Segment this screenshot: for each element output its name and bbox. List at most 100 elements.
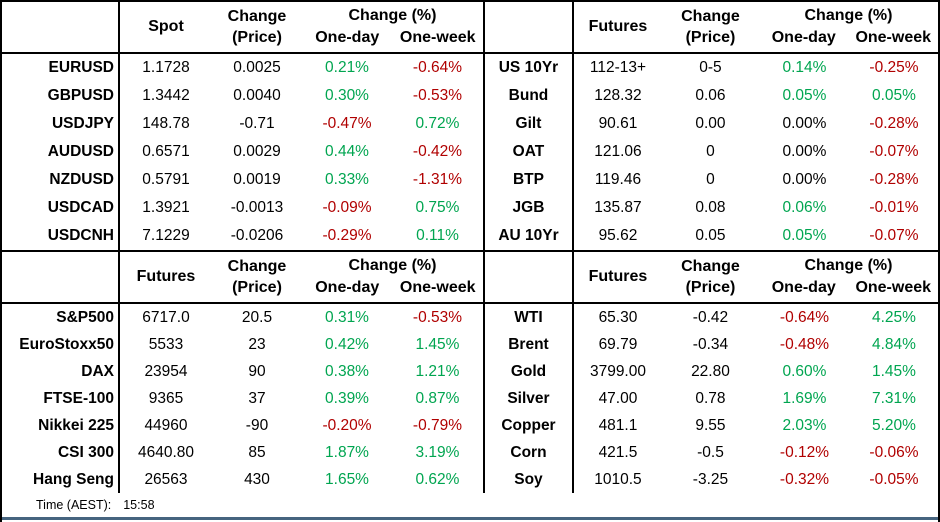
column-header-change-price: Change (Price): [212, 2, 302, 54]
pct-cell: 0.60%: [782, 362, 827, 380]
value-cell: -0.5: [697, 443, 724, 461]
pct-cell: -0.79%: [412, 416, 463, 434]
value-cell: 22.80: [691, 362, 730, 380]
commodity-futures-table: Futures Change (Price) Change (%) One-day…: [484, 250, 938, 493]
corner-cell: [484, 250, 574, 304]
row-label: EuroStoxx50: [2, 331, 120, 358]
pct-cell: 1.45%: [415, 335, 460, 353]
pct-cell: 1.45%: [872, 362, 916, 380]
row-label: AUDUSD: [2, 138, 120, 166]
value-cell: 0.0019: [233, 171, 281, 188]
value-cell: 0-5: [699, 59, 722, 76]
column-header-change-pct: Change (%) One-day One-week: [758, 2, 938, 54]
pct-cell: 0.30%: [325, 87, 369, 104]
value-cell: 421.5: [598, 443, 638, 461]
pct-cell: 0.05%: [782, 87, 827, 104]
row-label: BTP: [485, 166, 574, 194]
column-header-futures: Futures: [120, 250, 212, 304]
column-header-change-pct: Change (%) One-day One-week: [302, 250, 483, 304]
pct-cell: 1.21%: [415, 362, 460, 380]
value-cell: 26563: [144, 470, 188, 488]
value-cell: -0.71: [239, 115, 275, 132]
value-cell: 20.5: [241, 308, 273, 326]
time-label: Time (AEST):: [36, 498, 112, 512]
row-label: OAT: [485, 138, 574, 166]
value-cell: 23954: [144, 362, 188, 380]
value-cell: -3.25: [692, 470, 729, 488]
value-cell: 0.06: [695, 87, 726, 104]
row-label: WTI: [485, 304, 574, 331]
column-header-one-week: One-week: [399, 278, 476, 296]
pct-cell: 0.00%: [782, 115, 827, 132]
column-header-change-pct: Change (%) One-day One-week: [302, 2, 483, 54]
pct-cell: 0.33%: [325, 171, 369, 188]
pct-cell: 1.87%: [325, 443, 369, 461]
pct-cell: 0.05%: [872, 87, 916, 104]
value-cell: 4640.80: [137, 443, 195, 461]
pct-cell: 4.84%: [872, 335, 916, 353]
value-cell: 90.61: [598, 115, 638, 132]
row-label: USDJPY: [2, 110, 120, 138]
value-cell: 0: [706, 143, 715, 160]
pct-cell: -0.07%: [869, 143, 919, 160]
column-header-change-price: Change (Price): [661, 2, 759, 54]
pct-cell: -0.28%: [869, 115, 919, 132]
pct-cell: 1.69%: [782, 389, 827, 407]
value-cell: 95.62: [598, 227, 638, 244]
row-label: AU 10Yr: [485, 222, 574, 250]
column-header-one-day: One-day: [315, 278, 380, 296]
pct-cell: 0.75%: [415, 199, 460, 216]
value-cell: 47.00: [598, 389, 638, 407]
fx-spot-table: Spot Change (Price) Change (%) One-day One…: [2, 2, 483, 250]
pct-cell: -0.42%: [412, 143, 463, 160]
column-header-change-pct: Change (%) One-day One-week: [758, 250, 938, 304]
value-cell: 0.6571: [142, 143, 190, 160]
value-cell: 0.5791: [142, 171, 190, 188]
pct-cell: 0.06%: [782, 199, 827, 216]
column-header-spot: Spot: [120, 2, 212, 54]
pct-cell: 4.25%: [872, 308, 916, 326]
value-cell: -0.42: [692, 308, 729, 326]
pct-cell: -0.48%: [779, 335, 830, 353]
column-header-change-price: Change (Price): [661, 250, 759, 304]
pct-cell: 7.31%: [872, 389, 916, 407]
pct-cell: 0.31%: [325, 308, 369, 326]
pct-cell: 0.21%: [325, 59, 369, 76]
row-label: Silver: [485, 385, 574, 412]
pct-cell: -0.64%: [412, 59, 463, 76]
pct-cell: 0.39%: [325, 389, 369, 407]
column-header-one-day: One-day: [771, 278, 836, 296]
pct-cell: -0.53%: [412, 308, 463, 326]
value-cell: 148.78: [142, 115, 190, 132]
row-label: Gilt: [485, 110, 574, 138]
bond-futures-table: Futures Change (Price) Change (%) One-day…: [484, 2, 938, 250]
row-label: EURUSD: [2, 54, 120, 82]
value-cell: 0: [706, 171, 715, 188]
bottom-rule: [2, 517, 938, 520]
time-value: 15:58: [123, 498, 155, 512]
column-header-futures: Futures: [573, 2, 662, 54]
column-header-futures: Futures: [573, 250, 662, 304]
value-cell: 430: [244, 470, 270, 488]
pct-cell: -0.01%: [869, 199, 919, 216]
pct-cell: 0.72%: [415, 115, 460, 132]
row-label: Brent: [485, 331, 574, 358]
value-cell: 9.55: [695, 416, 726, 434]
pct-cell: 0.14%: [782, 59, 827, 76]
pct-cell: 0.42%: [325, 335, 369, 353]
value-cell: 23: [248, 335, 266, 353]
column-header-one-week: One-week: [855, 278, 932, 296]
value-cell: 0.0040: [233, 87, 281, 104]
right-tables: Futures Change (Price) Change (%) One-day…: [482, 2, 938, 493]
pct-cell: 0.11%: [416, 227, 459, 244]
pct-cell: 2.03%: [782, 416, 827, 434]
row-label: Copper: [485, 412, 574, 439]
column-header-change-price: Change (Price): [212, 250, 302, 304]
pct-cell: -0.12%: [779, 443, 830, 461]
column-header-one-day: One-day: [315, 28, 380, 46]
row-label: US 10Yr: [485, 54, 574, 82]
pct-cell: -0.05%: [869, 470, 919, 488]
pct-cell: 1.65%: [325, 470, 369, 488]
row-label: JGB: [485, 194, 574, 222]
